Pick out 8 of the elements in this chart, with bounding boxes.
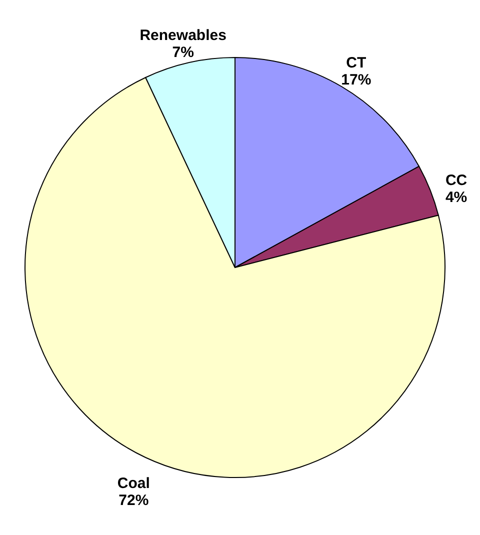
data-label: 4% — [445, 188, 468, 206]
slice-label: Coal — [117, 474, 150, 492]
data-label: 72% — [118, 492, 149, 509]
data-label: 7% — [172, 44, 194, 62]
data-label: 17% — [341, 72, 372, 89]
slice-label: Renewables — [140, 27, 226, 44]
slice-label: CC — [445, 172, 468, 189]
slice-label: CT — [346, 54, 366, 72]
